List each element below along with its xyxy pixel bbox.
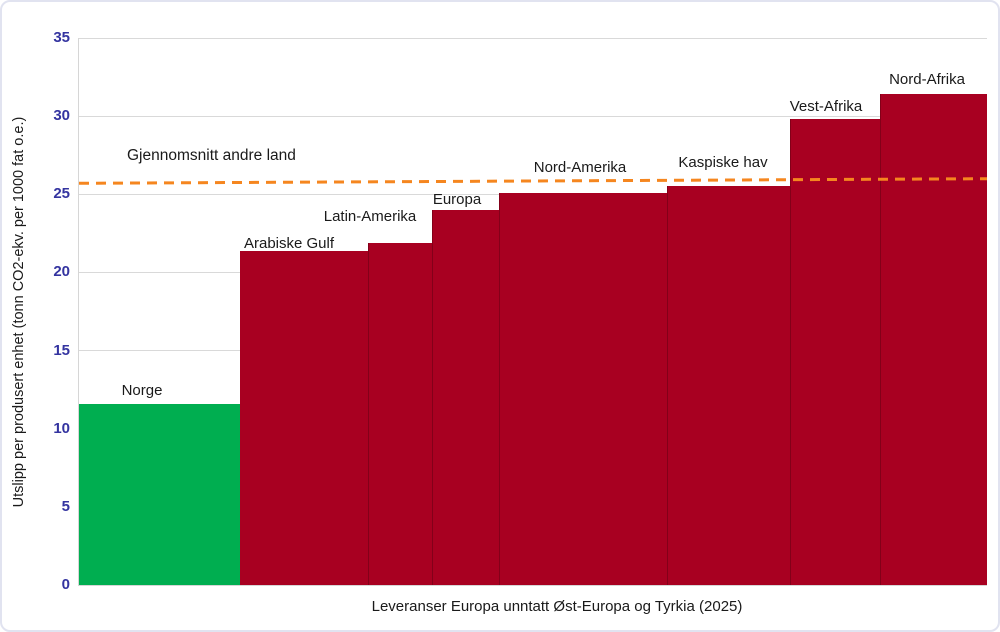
bar-label-europa: Europa xyxy=(432,191,482,208)
bar-europa xyxy=(432,209,500,585)
bar-label-nord-amerika: Nord-Amerika xyxy=(533,159,627,176)
average-reference-line xyxy=(78,177,988,185)
gridline-35 xyxy=(79,37,987,39)
bar-norge xyxy=(79,403,240,585)
bar-kaspiske-hav xyxy=(667,186,791,585)
y-tick-5: 5 xyxy=(61,497,70,515)
bar-label-vest-afrika: Vest-Afrika xyxy=(789,98,863,115)
plot-area xyxy=(78,37,988,586)
y-tick-10: 10 xyxy=(53,419,70,437)
bar-label-nord-afrika: Nord-Afrika xyxy=(889,71,965,88)
bar-nord-afrika xyxy=(880,94,987,585)
bar-label-latin-amerika: Latin-Amerika xyxy=(323,208,417,225)
y-axis-title: Utslipp per produsert enhet (tonn CO2-ek… xyxy=(11,116,27,508)
y-tick-25: 25 xyxy=(53,185,70,203)
bar-label-arabiske-gulf: Arabiske Gulf xyxy=(243,235,335,252)
y-tick-0: 0 xyxy=(61,576,70,593)
bar-nord-amerika xyxy=(499,192,667,585)
y-tick-15: 15 xyxy=(53,341,70,359)
y-tick-20: 20 xyxy=(53,263,70,281)
bar-arabiske-gulf xyxy=(239,250,368,585)
y-tick-35: 35 xyxy=(53,29,70,46)
bar-label-norge: Norge xyxy=(121,382,163,399)
gridline-30 xyxy=(79,115,987,117)
x-axis-title: Leveranser Europa unntatt Øst-Europa og … xyxy=(371,598,743,615)
y-tick-30: 30 xyxy=(53,107,70,125)
bar-vest-afrika xyxy=(790,119,881,585)
average-line-label: Gjennomsnitt andre land xyxy=(127,147,296,164)
bar-latin-amerika xyxy=(368,242,433,585)
bars-container xyxy=(79,38,987,585)
bar-label-kaspiske-hav: Kaspiske hav xyxy=(678,154,768,171)
